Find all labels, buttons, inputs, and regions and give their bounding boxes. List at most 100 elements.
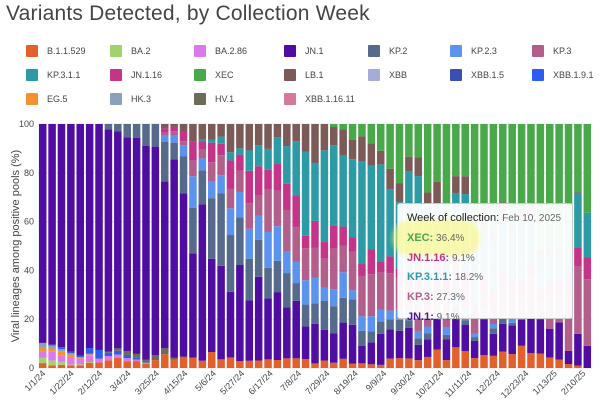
bar-segment (273, 360, 282, 368)
bar-segment (527, 317, 535, 354)
bar-segment (273, 137, 282, 165)
bar-segment (226, 291, 235, 358)
bar-segment (348, 159, 357, 238)
bar-segment (236, 264, 244, 362)
legend-swatch (110, 45, 122, 57)
x-tick-label: 10/21/24 (413, 368, 445, 400)
tooltip-entry-name: KP.3.1.1: (407, 271, 453, 284)
bar-segment (38, 347, 47, 352)
bar-segment (330, 127, 338, 146)
bar-segment (320, 242, 329, 259)
bar-segment (76, 364, 85, 366)
legend-item[interactable]: BA.2 (110, 44, 151, 58)
bar-segment (67, 357, 75, 365)
legend-item[interactable]: XEC (194, 68, 234, 82)
legend-item[interactable]: KP.3.1.1 (26, 68, 80, 82)
legend-item[interactable]: KP.3 (532, 44, 571, 58)
bar-segment (348, 251, 357, 291)
bar-segment (386, 189, 394, 257)
legend-label: XBB.1.5 (471, 70, 505, 80)
bar-segment (207, 352, 216, 368)
bar-segment (67, 354, 75, 357)
bar-segment (292, 283, 300, 301)
bar-segment (545, 328, 554, 358)
bar-segment (442, 360, 451, 368)
legend-item[interactable]: XBB.1.16.11 (284, 92, 355, 106)
bar-segment (461, 320, 469, 325)
bar-segment (348, 299, 357, 325)
bar-segment (245, 258, 254, 301)
y-tick-label: 20 (24, 314, 34, 324)
bar-segment (555, 124, 563, 248)
bar-segment (376, 309, 385, 322)
x-tick-label: 1/1/24 (23, 368, 48, 393)
bar-segment (376, 261, 385, 273)
bar-segment (386, 256, 394, 274)
legend-item[interactable]: JN.1.16 (110, 68, 162, 82)
bar-segment (386, 168, 394, 190)
legend-item[interactable]: KP.2.3 (450, 44, 497, 58)
bar-segment (95, 362, 103, 368)
bar-segment (367, 274, 376, 317)
legend-item[interactable]: JN.1 (284, 44, 324, 58)
bar-segment (123, 361, 131, 368)
bar-segment (574, 247, 582, 267)
tooltip-entry: KP.3.1.1: 18.2% (407, 268, 563, 288)
bar-segment (405, 327, 413, 359)
bar-segment (386, 273, 394, 311)
bar-segment (320, 258, 329, 288)
bar-segment (330, 289, 338, 307)
bar-segment (339, 297, 347, 323)
bar-segment (226, 208, 235, 236)
bar-segment (189, 176, 197, 208)
x-tick-label: 9/30/24 (389, 368, 417, 396)
legend-swatch (284, 93, 296, 105)
bar-segment (67, 351, 75, 354)
bar-segment (226, 124, 235, 153)
legend-swatch (110, 69, 122, 81)
bar-segment (555, 322, 563, 360)
bar-segment (348, 324, 357, 364)
bar-segment (264, 231, 272, 268)
bar-segment (395, 319, 404, 331)
legend-item[interactable]: LB.1 (284, 68, 324, 82)
legend-item[interactable]: XBB.1.9.1 (532, 68, 594, 82)
legend-item[interactable]: HK.3 (110, 92, 151, 106)
bar-segment (85, 348, 94, 354)
bar-segment (48, 348, 56, 352)
legend-item[interactable]: BA.2.86 (194, 44, 247, 58)
legend-item[interactable]: B.1.1.529 (26, 44, 86, 58)
bar-segment (161, 135, 169, 142)
tooltip-entry-value: 18.2% (452, 272, 484, 284)
bar-segment (499, 317, 507, 324)
x-tick-label: 1/13/25 (531, 368, 559, 396)
legend-swatch (26, 45, 38, 57)
bar-segment (574, 333, 582, 366)
bar-segment (367, 124, 376, 144)
bar-segment (179, 145, 188, 157)
bar-segment (470, 337, 479, 341)
bar-segment (114, 350, 122, 355)
bar-segment (283, 273, 291, 308)
legend-item[interactable]: KP.2 (368, 44, 407, 58)
bar-segment (536, 318, 545, 320)
legend-item[interactable]: HV.1 (194, 92, 234, 106)
bar-segment (292, 196, 300, 228)
bar-segment (395, 124, 404, 184)
legend-item[interactable]: XBB.1.5 (450, 68, 504, 82)
bar-segment (480, 319, 488, 356)
bar-segment (405, 358, 413, 368)
legend-item[interactable]: XBB (368, 68, 407, 82)
tooltip-rows: XEC: 36.4% JN.1.16: 9.1% KP.3.1.1: 18.2% KP… (407, 229, 563, 328)
bar-segment (292, 124, 300, 142)
tooltip-entry: XEC: 36.4% (407, 229, 563, 249)
bar-segment (170, 359, 178, 368)
bar-segment (264, 359, 272, 368)
bar-segment (179, 357, 188, 368)
bar-segment (517, 345, 526, 368)
tooltip-entry-name: JN.1: (407, 310, 434, 323)
bar-segment (226, 160, 235, 189)
bar-segment (170, 142, 178, 160)
bar-segment (452, 309, 460, 348)
legend-item[interactable]: EG.5 (26, 92, 68, 106)
